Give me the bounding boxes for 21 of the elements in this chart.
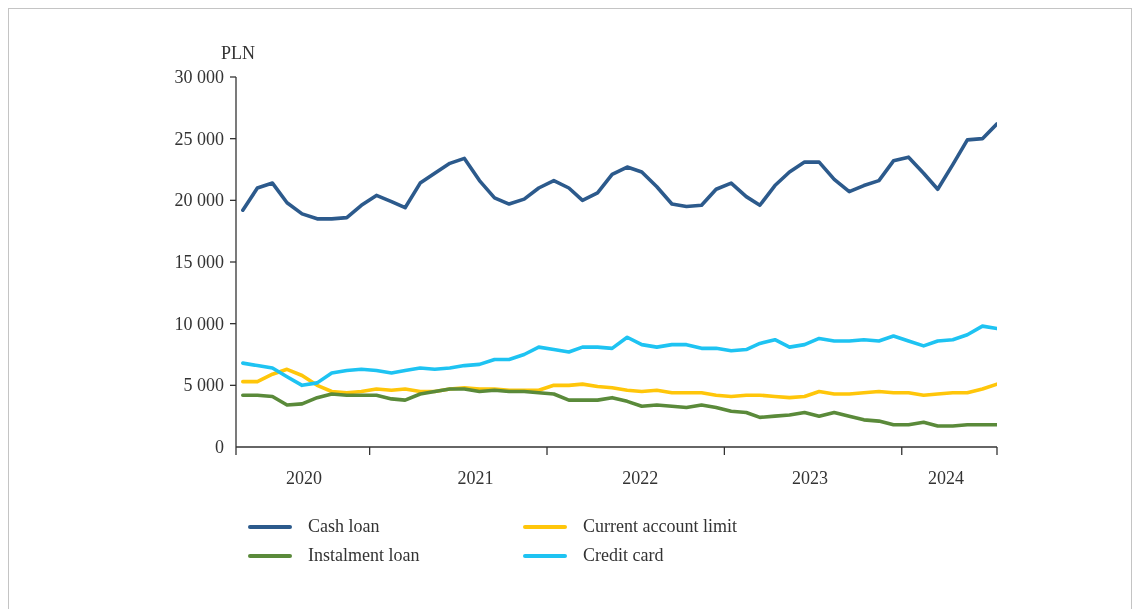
line-series [241,387,997,428]
y-tick-label: 25 000 [174,128,224,149]
legend-label: Credit card [583,545,664,566]
line-series [241,122,997,221]
line-series [241,324,997,388]
figure-frame: PLN 2020 2021 2022 2023 2024 0 5 000 10 000 15 000 20 000 25 000 30 000 Cash loan Current account limit Instalment loan Credit card [8,8,1132,609]
legend-label: Current account limit [583,516,737,537]
y-tick-label: 30 000 [174,67,224,87]
x-tick-label: 2021 [457,468,494,488]
y-tick-label: 10 000 [174,313,224,334]
x-tick-label: 2024 [927,468,964,488]
y-axis-title: PLN [221,43,256,63]
legend-label: Cash loan [308,516,380,537]
x-tick-label: 2023 [791,468,828,488]
y-tick-label: 15 000 [174,252,224,272]
y-tick-label: 0 [215,437,224,457]
x-tick-label: 2020 [286,468,323,488]
y-tick-label: 5 000 [183,375,224,396]
legend-label: Instalment loan [308,545,420,566]
y-tick-label: 20 000 [174,190,224,211]
x-tick-label: 2022 [622,468,659,488]
